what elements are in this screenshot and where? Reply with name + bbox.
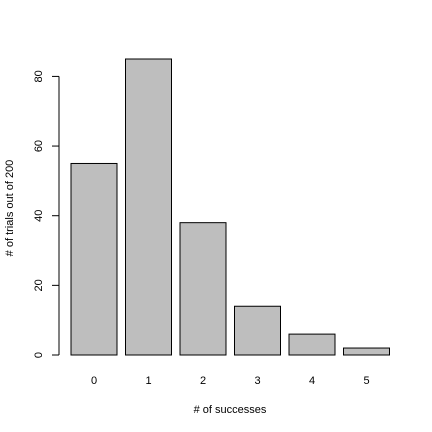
x-tick-label: 2: [200, 375, 206, 387]
x-tick-label: 1: [145, 375, 151, 387]
y-tick-label: 40: [33, 210, 45, 222]
x-axis-title: # of successes: [194, 404, 267, 416]
x-tick-label: 5: [363, 375, 369, 387]
y-tick-label: 60: [33, 140, 45, 152]
x-tick-label: 4: [309, 375, 315, 387]
bar-5: [343, 347, 390, 356]
y-tick-label: 0: [33, 352, 45, 358]
bar-4: [288, 333, 336, 356]
x-tick-labels: 0 1 2 3 4 5: [91, 375, 370, 387]
bars-group: [70, 58, 390, 356]
x-tick-label: 0: [91, 375, 97, 387]
y-axis: 0 20 40 60 80: [33, 70, 60, 358]
bar-1: [125, 58, 172, 356]
bar-0: [70, 162, 118, 356]
y-tick-label: 80: [33, 70, 45, 82]
bar-2: [179, 222, 227, 356]
y-tick-label: 20: [33, 279, 45, 291]
y-axis-title: # of trials out of 200: [4, 160, 16, 257]
x-tick-label: 3: [254, 375, 260, 387]
bar-3: [234, 305, 281, 356]
